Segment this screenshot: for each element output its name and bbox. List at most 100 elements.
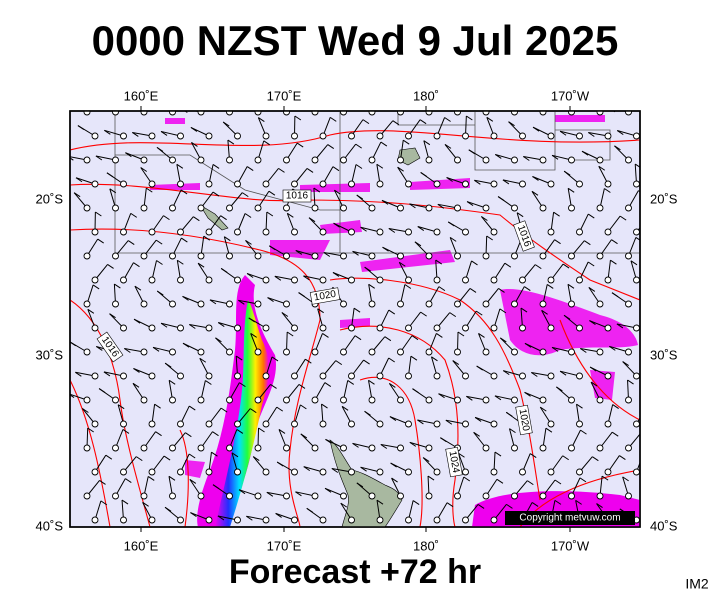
wind-station	[604, 276, 612, 284]
wind-barb	[133, 262, 140, 268]
wind-barb	[212, 164, 220, 169]
wind-barb	[409, 203, 416, 209]
wind-barb	[563, 170, 571, 176]
wind-station	[482, 444, 490, 452]
wind-barb	[191, 142, 198, 147]
wind-barb	[205, 380, 212, 385]
wind-barb	[410, 355, 418, 361]
wind-barb	[246, 166, 254, 171]
wind-station	[376, 372, 384, 380]
wind-station	[376, 276, 384, 284]
wind-station	[197, 204, 205, 212]
wind-station	[490, 132, 498, 140]
wind-barb	[360, 226, 367, 232]
wind-barb	[540, 406, 547, 412]
wind-barb	[616, 323, 624, 329]
wind-barb	[329, 116, 337, 122]
wind-barb	[355, 164, 363, 169]
wind-station	[83, 252, 91, 260]
wind-station	[205, 276, 213, 284]
wind-station	[262, 132, 270, 140]
wind-station	[283, 444, 290, 452]
wind-station	[226, 156, 233, 164]
wind-barb	[276, 461, 284, 467]
wind-barb	[184, 111, 188, 113]
wind-station	[83, 396, 91, 404]
wind-barb	[449, 236, 457, 242]
wind-station	[376, 132, 384, 140]
wind-barb	[250, 332, 257, 338]
wind-station	[262, 276, 270, 284]
wind-barb	[481, 216, 488, 221]
wind-station	[140, 492, 148, 500]
wind-barb	[215, 111, 217, 112]
wind-barb	[215, 337, 222, 343]
wind-station	[140, 156, 148, 164]
wind-barb	[106, 172, 114, 178]
wind-station	[490, 372, 498, 380]
wind-barb	[492, 93, 498, 97]
isobar-label-text: 1024	[447, 450, 462, 474]
isobar-label: 1024	[445, 446, 463, 478]
lat-label: 40˚S	[36, 518, 64, 533]
wind-barb	[105, 454, 113, 460]
wind-barb	[381, 199, 389, 205]
wind-barb	[364, 266, 371, 272]
wind-barb	[611, 292, 619, 298]
wind-station	[568, 492, 575, 500]
wind-barb	[389, 382, 396, 388]
wind-station	[254, 492, 262, 500]
wind-barb	[305, 358, 312, 364]
lon-label: 180˚	[413, 538, 439, 553]
wind-barb	[423, 140, 431, 146]
wind-station	[205, 132, 213, 140]
wind-barb	[163, 455, 171, 461]
wind-barb	[314, 111, 316, 113]
isobar-label-text: 1020	[313, 289, 337, 304]
wind-barb	[382, 246, 389, 252]
wind-station	[83, 300, 91, 308]
wind-barb	[298, 292, 305, 297]
wind-station	[226, 396, 233, 404]
wind-station	[197, 300, 205, 308]
wind-station	[177, 516, 184, 524]
wind-station	[490, 516, 498, 524]
wind-barb	[541, 111, 544, 113]
isobar-label: 1020	[515, 404, 533, 436]
wind-barb	[87, 427, 94, 433]
wind-barb	[622, 361, 629, 366]
wind-station	[433, 132, 441, 140]
wind-barb	[306, 507, 314, 513]
wind-station	[433, 420, 441, 428]
wind-barb	[303, 275, 310, 281]
wind-barb	[604, 188, 611, 193]
wind-station	[604, 468, 612, 476]
wind-barb	[245, 239, 252, 245]
wind-station	[205, 324, 213, 332]
wind-barb	[417, 226, 425, 231]
wind-barb	[496, 478, 504, 484]
wind-station	[91, 372, 99, 380]
wind-station	[283, 300, 290, 308]
wind-barb	[427, 475, 435, 481]
wind-barb	[73, 192, 81, 198]
wind-station	[511, 348, 518, 356]
wind-station	[340, 156, 347, 164]
wind-station	[433, 372, 441, 380]
wind-station	[511, 204, 518, 212]
wind-station	[376, 324, 384, 332]
wind-barb	[323, 252, 331, 257]
wind-station	[197, 348, 205, 356]
wind-station	[234, 276, 241, 284]
wind-barb	[164, 506, 172, 512]
wind-station	[576, 324, 583, 332]
wind-station	[205, 420, 213, 428]
wind-barb	[267, 297, 274, 302]
wind-station	[625, 348, 632, 356]
wind-station	[539, 444, 547, 452]
wind-barb	[471, 260, 478, 266]
wind-station	[604, 420, 612, 428]
wind-barb	[134, 285, 142, 291]
wind-barb	[562, 263, 570, 269]
wind-station	[596, 252, 604, 260]
